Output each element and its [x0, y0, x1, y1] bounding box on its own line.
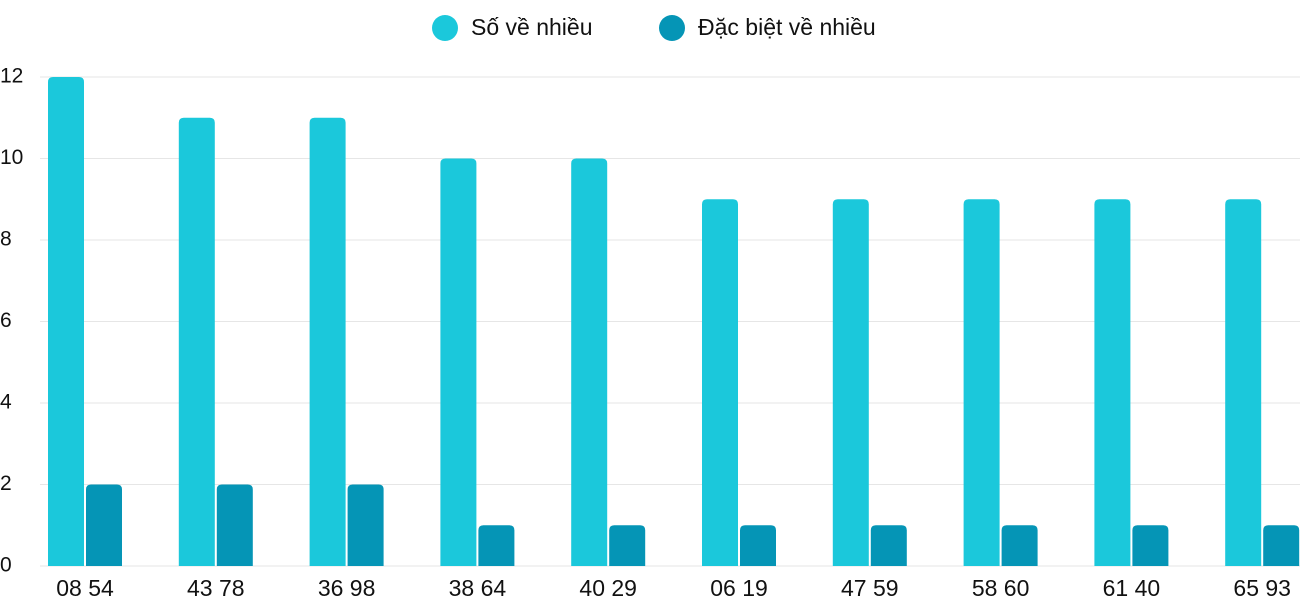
y-tick-label: 2 [0, 472, 12, 495]
bar [1132, 525, 1169, 566]
x-tick-label: 43 78 [187, 575, 245, 600]
y-tick-label: 10 [0, 146, 23, 169]
bar [1094, 199, 1131, 566]
x-tick-label: 40 29 [579, 575, 637, 600]
x-tick-label: 36 98 [318, 575, 376, 600]
bar [1001, 525, 1038, 566]
legend-marker [659, 15, 685, 41]
bar [571, 158, 608, 566]
bar [86, 484, 122, 566]
x-tick-label: 38 64 [449, 575, 507, 600]
x-tick-label: 47 59 [841, 575, 899, 600]
legend-label: Số về nhiều [471, 14, 592, 40]
bar [702, 199, 738, 566]
legend-marker [432, 15, 458, 41]
bar [740, 525, 776, 566]
bar [347, 484, 384, 566]
bar [1225, 199, 1262, 566]
bar [870, 525, 907, 566]
x-tick-label: 61 40 [1103, 575, 1161, 600]
legend-label: Đặc biệt về nhiều [698, 14, 876, 40]
bar [609, 525, 646, 566]
bar [963, 199, 1000, 566]
x-tick-label: 65 93 [1233, 575, 1291, 600]
bar [309, 117, 346, 566]
x-tick-label: 08 54 [56, 575, 114, 600]
bar [1263, 525, 1300, 566]
bar [832, 199, 869, 566]
y-tick-label: 8 [0, 228, 12, 251]
y-tick-label: 12 [0, 65, 23, 88]
x-tick-label: 58 60 [972, 575, 1030, 600]
y-tick-label: 6 [0, 309, 12, 332]
y-tick-label: 0 [0, 554, 12, 577]
x-tick-label: 06 19 [710, 575, 768, 600]
bar [440, 158, 477, 566]
y-tick-label: 4 [0, 391, 12, 414]
bar [178, 117, 215, 566]
bar [216, 484, 253, 566]
bar [48, 77, 84, 566]
bar [478, 525, 515, 566]
